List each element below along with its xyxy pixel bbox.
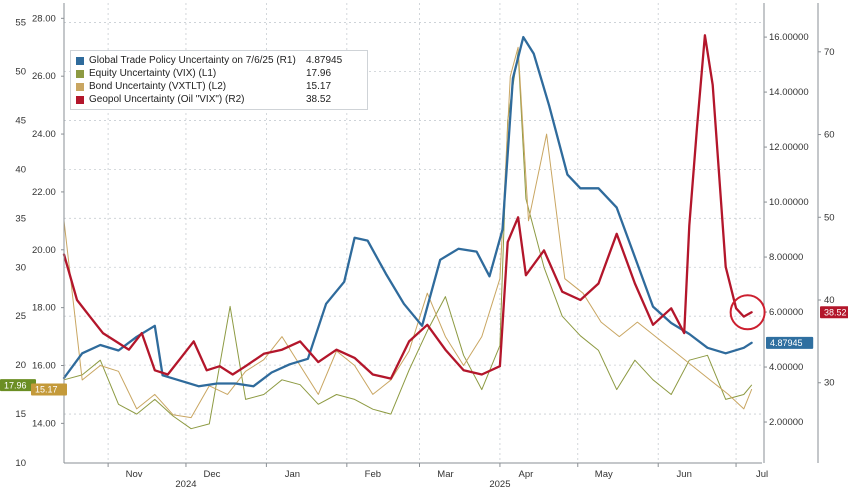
legend-item-global-trade: Global Trade Policy Uncertainty on 7/6/2… bbox=[76, 54, 362, 67]
l1-tick-label-3: 25 bbox=[15, 311, 26, 322]
x-tick-label-6: May bbox=[595, 469, 613, 480]
legend-label-equity: Equity Uncertainty (VIX) (L1) bbox=[89, 68, 217, 79]
series-line-bond bbox=[63, 46, 753, 419]
l1-tick-label-6: 40 bbox=[15, 164, 26, 175]
x-tick-label-2: Jan bbox=[285, 469, 300, 480]
l1-tick-label-0: 10 bbox=[15, 458, 26, 469]
x-tick-label-0: Nov bbox=[126, 469, 143, 480]
l2-tick-label-2: 18.00 bbox=[32, 303, 56, 314]
l2-tick-label-1: 16.00 bbox=[32, 361, 56, 372]
series-line-global-trade bbox=[62, 35, 753, 388]
legend-swatch-global-trade bbox=[76, 56, 84, 65]
l2-tick-label-3: 20.00 bbox=[32, 245, 56, 256]
l1-tick-label-8: 50 bbox=[15, 67, 26, 78]
badge-label-3: 38.52 bbox=[824, 307, 847, 317]
x-tick-label-7: Jun bbox=[677, 469, 692, 480]
x-tick-label-3: Feb bbox=[365, 469, 381, 480]
r2-tick-label-2: 50 bbox=[824, 212, 835, 223]
r1-tick-label-5: 12.00000 bbox=[769, 142, 809, 153]
badge-label-0: 17.96 bbox=[4, 380, 27, 390]
legend-label-bond: Bond Uncertainty (VXTLT) (L2) bbox=[89, 81, 227, 92]
badge-1 bbox=[31, 383, 67, 396]
x-year-label-0: 2024 bbox=[175, 479, 196, 490]
last-value-badges: 17.96 15.17 4.87945 38.52 bbox=[0, 306, 848, 396]
x-tick-label-1: Dec bbox=[204, 469, 221, 480]
legend-item-bond: Bond Uncertainty (VXTLT) (L2) 15.17 bbox=[76, 80, 362, 93]
l2-tick-label-7: 28.00 bbox=[32, 13, 56, 24]
l2-tick-label-6: 26.00 bbox=[32, 71, 56, 82]
badge-label-2: 4.87945 bbox=[770, 338, 803, 348]
legend-value-global-trade: 4.87945 bbox=[306, 55, 343, 66]
r1-tick-label-1: 4.00000 bbox=[769, 362, 803, 373]
l1-tick-label-1: 15 bbox=[15, 409, 26, 420]
l2-tick-label-0: 14.00 bbox=[32, 418, 56, 429]
l1-tick-label-9: 55 bbox=[15, 18, 26, 29]
r1-tick-label-6: 14.00000 bbox=[769, 87, 809, 98]
r1-tick-label-4: 10.00000 bbox=[769, 197, 809, 208]
r1-tick-label-2: 6.00000 bbox=[769, 307, 803, 318]
legend-value-geopol: 38.52 bbox=[306, 94, 332, 105]
x-tick-label-8: Jul bbox=[756, 469, 768, 480]
annotation-circle bbox=[729, 294, 766, 331]
x-tick-label-5: Apr bbox=[519, 469, 534, 480]
badge-3 bbox=[820, 306, 848, 319]
x-tick-label-4: Mar bbox=[437, 469, 453, 480]
r1-tick-label-0: 2.00000 bbox=[769, 417, 803, 428]
series-line-equity bbox=[63, 51, 753, 430]
legend-value-equity: 17.96 bbox=[306, 68, 332, 79]
series-lines bbox=[62, 34, 753, 430]
l1-tick-label-2: 20 bbox=[15, 360, 26, 371]
legend-item-equity: Equity Uncertainty (VIX) (L1) 17.96 bbox=[76, 67, 362, 80]
legend-item-geopol: Geopol Uncertainty (Oil "VIX") (R2) 38.5… bbox=[76, 93, 362, 106]
legend-label-geopol: Geopol Uncertainty (Oil "VIX") (R2) bbox=[89, 94, 245, 105]
r2-tick-label-4: 70 bbox=[824, 47, 835, 58]
l1-tick-label-7: 45 bbox=[15, 115, 26, 126]
annotations bbox=[729, 294, 766, 331]
legend-swatch-geopol bbox=[76, 95, 84, 104]
r1-tick-label-7: 16.00000 bbox=[769, 32, 809, 43]
legend-label-global-trade: Global Trade Policy Uncertainty on 7/6/2… bbox=[89, 55, 296, 66]
legend-swatch-bond bbox=[76, 82, 84, 91]
l1-tick-label-5: 35 bbox=[15, 213, 26, 224]
l1-tick-label-4: 30 bbox=[15, 262, 26, 273]
badge-0 bbox=[0, 379, 36, 392]
l2-tick-label-5: 24.00 bbox=[32, 129, 56, 140]
series-line-geopol bbox=[62, 34, 753, 380]
chart-legend: Global Trade Policy Uncertainty on 7/6/2… bbox=[70, 50, 368, 110]
r1-tick-label-3: 8.00000 bbox=[769, 252, 803, 263]
badge-label-1: 15.17 bbox=[35, 385, 58, 395]
l2-tick-label-4: 22.00 bbox=[32, 187, 56, 198]
r2-tick-label-3: 60 bbox=[824, 130, 835, 141]
r2-tick-label-1: 40 bbox=[824, 295, 835, 306]
legend-value-bond: 15.17 bbox=[306, 81, 332, 92]
legend-swatch-equity bbox=[76, 69, 84, 78]
r2-tick-label-0: 30 bbox=[824, 378, 835, 389]
x-year-label-1: 2025 bbox=[489, 479, 510, 490]
badge-2 bbox=[766, 336, 814, 349]
